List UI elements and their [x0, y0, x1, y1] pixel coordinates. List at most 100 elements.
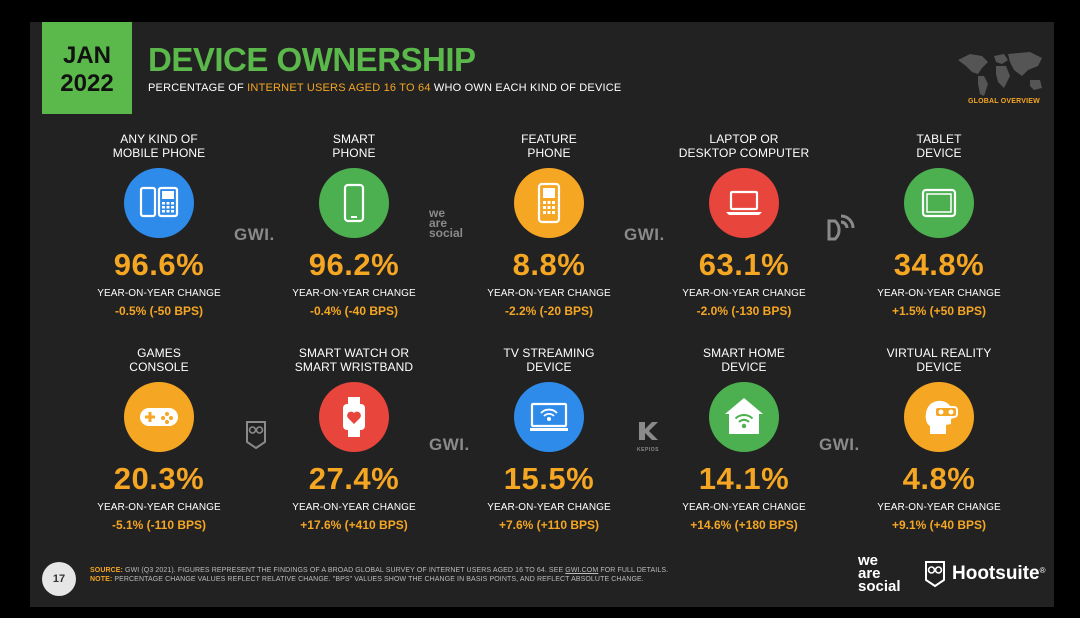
mobile-phones-icon	[124, 168, 194, 238]
world-map-icon	[958, 52, 1042, 96]
tablet-icon	[904, 168, 974, 238]
device-card-smartwatch: SMART WATCH OR SMART WRISTBAND 27.4% YEAR…	[269, 346, 439, 532]
hootsuite-name: Hootsuite	[952, 563, 1040, 584]
registered-mark: ®	[1039, 566, 1046, 575]
gamepad-icon	[124, 382, 194, 452]
label-line-2: MOBILE PHONE	[112, 146, 206, 160]
label-line-2: DEVICE	[526, 360, 572, 374]
label-line-2: CONSOLE	[129, 360, 189, 374]
device-label: SMART HOME DEVICE	[659, 346, 829, 374]
yoy-change: -2.0% (-130 BPS)	[696, 304, 792, 318]
gwi-watermark: GWI.	[234, 225, 275, 244]
gwi-watermark: GWI.	[819, 435, 860, 454]
ownership-value: 14.1%	[698, 461, 790, 496]
device-card-smart-home: SMART HOME DEVICE 14.1% YEAR-ON-YEAR CHAN…	[659, 346, 829, 532]
label-line-2: DEVICE	[916, 360, 962, 374]
source-text: GWI (Q3 2021). FIGURES REPRESENT THE FIN…	[122, 567, 566, 574]
ownership-value: 27.4%	[308, 461, 400, 496]
page-number: 17	[42, 562, 76, 596]
feature-phone-icon	[514, 168, 584, 238]
device-card-laptop: LAPTOP OR DESKTOP COMPUTER 63.1% YEAR-ON-…	[659, 132, 829, 318]
device-label: FEATURE PHONE	[464, 132, 634, 160]
note-text: PERCENTAGE CHANGE VALUES REFLECT RELATIV…	[112, 576, 644, 583]
label-line-2: DESKTOP COMPUTER	[678, 146, 810, 160]
ownership-value: 96.6%	[113, 247, 205, 282]
laptop-icon	[709, 168, 779, 238]
kepios-icon	[639, 422, 658, 440]
device-card-feature-phone: FEATURE PHONE 8.8% YEAR-ON-YEAR CHANGE -2…	[464, 132, 634, 318]
label-line-1: ANY KIND OF	[120, 132, 198, 146]
device-label: TV STREAMING DEVICE	[464, 346, 634, 374]
yoy-change: +9.1% (+40 BPS)	[891, 518, 987, 532]
label-line-1: TABLET	[916, 132, 962, 146]
yoy-change: +1.5% (+50 BPS)	[891, 304, 987, 318]
label-line-2: DEVICE	[916, 146, 962, 160]
hootsuite-logo: Hootsuite ®	[924, 560, 1046, 588]
source-link[interactable]: GWI.COM	[565, 567, 599, 574]
slide: JAN 2022 DEVICE OWNERSHIP PERCENTAGE OF …	[30, 22, 1054, 607]
label-line-1: SMART WATCH OR	[298, 346, 410, 360]
device-card-mobile: ANY KIND OF MOBILE PHONE 96.6% YEAR-ON-YE…	[74, 132, 244, 318]
label-line-1: LAPTOP OR	[709, 132, 779, 146]
device-card-vr: VIRTUAL REALITY DEVICE 4.8% YEAR-ON-YEAR …	[854, 346, 1024, 532]
ownership-value: 63.1%	[698, 247, 790, 282]
device-label: LAPTOP OR DESKTOP COMPUTER	[659, 132, 829, 160]
vr-headset-icon	[904, 382, 974, 452]
device-card-tablet: TABLET DEVICE 34.8% YEAR-ON-YEAR CHANGE +…	[854, 132, 1024, 318]
tv-streaming-icon	[514, 382, 584, 452]
device-card-games-console: GAMES CONSOLE 20.3% YEAR-ON-YEAR CHANGE -…	[74, 346, 244, 532]
yoy-change: -0.5% (-50 BPS)	[114, 304, 204, 318]
label-line-1: SMART HOME	[703, 346, 785, 360]
yoy-change: +14.6% (+180 BPS)	[690, 518, 798, 532]
yoy-label: YEAR-ON-YEAR CHANGE	[682, 288, 806, 299]
device-label: ANY KIND OF MOBILE PHONE	[74, 132, 244, 160]
kepios-label: KEPIOS	[637, 447, 659, 453]
note-tag: NOTE:	[90, 576, 113, 583]
yoy-change: -0.4% (-40 BPS)	[309, 304, 399, 318]
yoy-label: YEAR-ON-YEAR CHANGE	[487, 502, 611, 513]
device-label: GAMES CONSOLE	[74, 346, 244, 374]
yoy-change: -2.2% (-20 BPS)	[504, 304, 594, 318]
logo-social: social	[858, 578, 901, 595]
label-line-1: GAMES	[137, 346, 181, 360]
we-are-social-logo: we are social	[858, 552, 901, 595]
watermark-social: social	[429, 226, 464, 240]
label-line-2: DEVICE	[721, 360, 767, 374]
ownership-value: 96.2%	[308, 247, 400, 282]
yoy-change: +17.6% (+410 BPS)	[300, 518, 408, 532]
hootsuite-owl-icon	[925, 561, 945, 588]
smart-home-icon	[709, 382, 779, 452]
smartwatch-icon	[319, 382, 389, 452]
subtitle-suffix: WHO OWN EACH KIND OF DEVICE	[430, 82, 622, 94]
kepios-watermark: KEPIOS	[631, 420, 665, 453]
smartphone-icon	[319, 168, 389, 238]
global-overview-label: GLOBAL OVERVIEW	[968, 98, 1040, 105]
footnotes: SOURCE: GWI (Q3 2021). FIGURES REPRESENT…	[90, 566, 668, 584]
ownership-value: 4.8%	[902, 461, 976, 496]
yoy-label: YEAR-ON-YEAR CHANGE	[877, 288, 1001, 299]
watermark-are: are	[429, 216, 448, 230]
device-label: SMART PHONE	[269, 132, 439, 160]
yoy-label: YEAR-ON-YEAR CHANGE	[97, 288, 221, 299]
device-card-smartphone: SMART PHONE 96.2% YEAR-ON-YEAR CHANGE -0.…	[269, 132, 439, 318]
logo-are: are	[858, 565, 881, 582]
ownership-value: 15.5%	[503, 461, 595, 496]
device-label: VIRTUAL REALITY DEVICE	[854, 346, 1024, 374]
logo-we: we	[858, 552, 879, 569]
ownership-value: 20.3%	[113, 461, 205, 496]
watermark-we: we	[429, 206, 446, 220]
owl-icon	[246, 421, 266, 450]
we-are-social-watermark: we are social	[429, 206, 464, 240]
datareportal-icon	[827, 214, 855, 241]
note: NOTE: PERCENTAGE CHANGE VALUES REFLECT R…	[90, 575, 668, 584]
page-subtitle: PERCENTAGE OF INTERNET USERS AGED 16 TO …	[148, 82, 621, 94]
gwi-watermark: GWI.	[429, 435, 470, 454]
subtitle-highlight: INTERNET USERS AGED 16 TO 64	[247, 82, 431, 94]
date-year: 2022	[60, 70, 114, 97]
yoy-change: -5.1% (-110 BPS)	[111, 518, 207, 532]
label-line-1: TV STREAMING	[503, 346, 595, 360]
page-title: DEVICE OWNERSHIP	[148, 41, 476, 78]
yoy-label: YEAR-ON-YEAR CHANGE	[292, 288, 416, 299]
source-tag: SOURCE:	[90, 567, 123, 574]
gwi-watermark: GWI.	[624, 225, 665, 244]
